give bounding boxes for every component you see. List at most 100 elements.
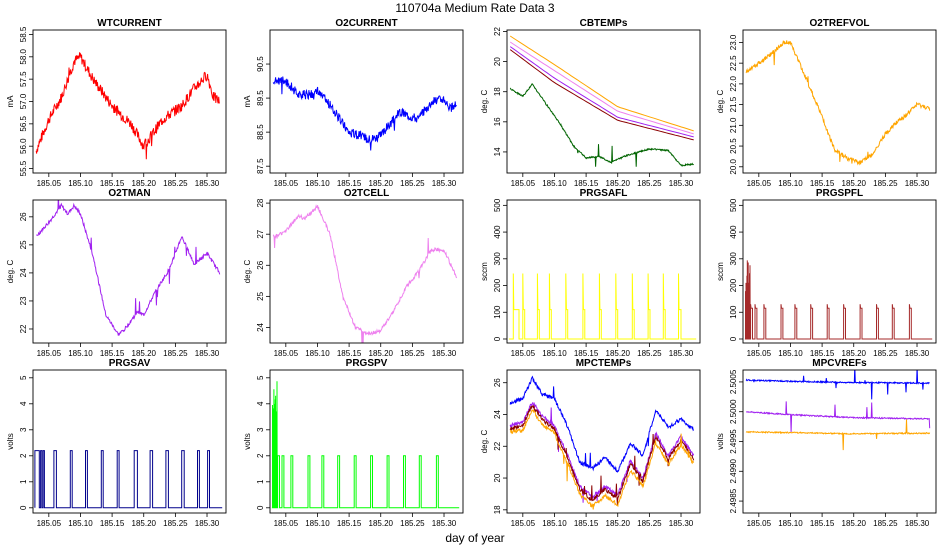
series-line-mpc1 [509, 375, 695, 473]
plot-frame [506, 369, 701, 514]
plot-frame [742, 199, 937, 344]
x-tick-label: 185.20 [842, 519, 867, 528]
y-tick-label: 21.0 [729, 117, 738, 133]
y-tick-label: 57.5 [19, 71, 28, 87]
series-line-mpc4 [509, 409, 695, 510]
y-tick-label: 0 [493, 336, 502, 341]
x-tick-label: 185.20 [132, 349, 157, 358]
y-tick-label: 2.4985 [729, 488, 738, 513]
y-tick-label: 300 [493, 252, 502, 266]
series-line-vref1 [745, 370, 930, 400]
y-tick-label: 23 [19, 296, 28, 305]
x-tick-label: 185.30 [669, 519, 694, 528]
plot-area [271, 381, 460, 509]
plot-area [509, 35, 694, 168]
plot-frame [32, 29, 227, 174]
y-tick-label: 2.5000 [729, 399, 738, 424]
series-line-cb5 [509, 83, 694, 168]
x-tick-label: 185.30 [195, 519, 220, 528]
panel-title: PRGSAFL [580, 188, 628, 199]
panel-title: O2TMAN [108, 188, 150, 199]
figure-title: 110704a Medium Rate Data 3 [395, 1, 555, 15]
y-tick-label: 26 [493, 378, 502, 387]
x-tick-label: 185.05 [37, 179, 62, 188]
y-tick-label: 90.5 [256, 56, 265, 72]
x-tick-label: 185.15 [337, 519, 362, 528]
x-tick-label: 185.10 [542, 179, 567, 188]
y-tick-label: 22.0 [729, 76, 738, 92]
y-axis-label: volts [716, 433, 725, 449]
y-tick-label: 55.5 [19, 160, 28, 176]
panel-title: O2TREFVOL [809, 18, 869, 29]
panel-mpctemps: MPCTEMPs deg. C 185.05 185.10 185.15 185.20 18… [480, 358, 701, 528]
panels: WTCURRENT mA 185.05 185.10 185.15 185.20 185.2… [6, 18, 937, 528]
y-tick-label: 5 [19, 375, 28, 380]
y-tick-label: 2 [19, 453, 28, 458]
y-tick-label: 200 [493, 278, 502, 292]
x-tick-label: 185.25 [400, 349, 425, 358]
x-tick-label: 185.05 [37, 519, 62, 528]
y-axis-label: deg. C [243, 259, 252, 283]
y-tick-label: 57.0 [19, 93, 28, 109]
x-tick-label: 185.10 [68, 179, 93, 188]
panel-o2current: O2CURRENT mA 185.05 185.10 185.15 185.20 185.2… [243, 18, 464, 188]
plot-area [272, 204, 458, 343]
x-tick-label: 185.05 [747, 179, 772, 188]
y-tick-label: 87.5 [256, 158, 265, 174]
y-tick-label: 400 [493, 225, 502, 239]
x-tick-label: 185.20 [132, 519, 157, 528]
y-tick-label: 500 [729, 198, 738, 212]
panel-mpcvrefs: MPCVREFs volts 185.05 185.10 185.15 185.20 185… [716, 358, 937, 528]
x-tick-label: 185.30 [669, 179, 694, 188]
y-tick-label: 22 [19, 324, 28, 333]
y-tick-label: 2.4995 [729, 429, 738, 454]
x-tick-label: 185.05 [274, 179, 299, 188]
y-tick-label: 0 [256, 505, 265, 510]
y-tick-label: 20 [493, 473, 502, 482]
y-tick-label: 500 [493, 198, 502, 212]
y-tick-label: 22 [493, 27, 502, 36]
series-line-cb4 [509, 49, 694, 141]
x-tick-label: 185.10 [542, 349, 567, 358]
series-line-vref2 [745, 401, 931, 433]
series-line-vref3 [745, 419, 931, 451]
y-tick-label: 89.5 [256, 90, 265, 106]
x-tick-label: 185.20 [842, 179, 867, 188]
x-tick-label: 185.20 [132, 179, 157, 188]
series-line-cb3 [509, 46, 694, 138]
series-line-prgspv [271, 381, 460, 509]
panel-title: MPCTEMPs [576, 358, 632, 369]
series-line-prgsav [34, 450, 223, 509]
x-tick-label: 185.25 [873, 519, 898, 528]
plot-area [36, 200, 221, 337]
x-tick-label: 185.20 [842, 349, 867, 358]
plot-frame [742, 29, 937, 174]
y-tick-label: 1 [256, 479, 265, 484]
x-tick-label: 185.10 [542, 519, 567, 528]
x-tick-label: 185.25 [637, 519, 662, 528]
panel-title: PRGSPFL [816, 188, 863, 199]
plot-frame [506, 199, 701, 344]
plot-area [34, 450, 223, 509]
panel-prgspfl: PRGSPFL sccm 185.05 185.10 185.15 185.20 185.2… [716, 188, 937, 358]
x-tick-label: 185.25 [163, 519, 188, 528]
x-tick-label: 185.10 [778, 519, 803, 528]
y-tick-label: 23.0 [729, 34, 738, 50]
y-tick-label: 0 [729, 336, 738, 341]
x-tick-label: 185.30 [905, 179, 930, 188]
x-tick-label: 185.10 [68, 519, 93, 528]
panel-title: CBTEMPs [580, 18, 628, 29]
y-axis-label: mA [243, 95, 252, 108]
x-tick-label: 185.20 [369, 349, 394, 358]
y-tick-label: 300 [729, 252, 738, 266]
y-axis-label: deg. C [480, 89, 489, 113]
series-line-cb2 [509, 41, 694, 135]
x-tick-label: 185.30 [905, 519, 930, 528]
x-tick-label: 185.30 [195, 349, 220, 358]
x-tick-label: 185.10 [305, 519, 330, 528]
y-axis-label: deg. C [716, 89, 725, 113]
y-tick-label: 3 [19, 427, 28, 432]
y-tick-label: 58.0 [19, 48, 28, 64]
x-tick-label: 185.30 [432, 519, 457, 528]
